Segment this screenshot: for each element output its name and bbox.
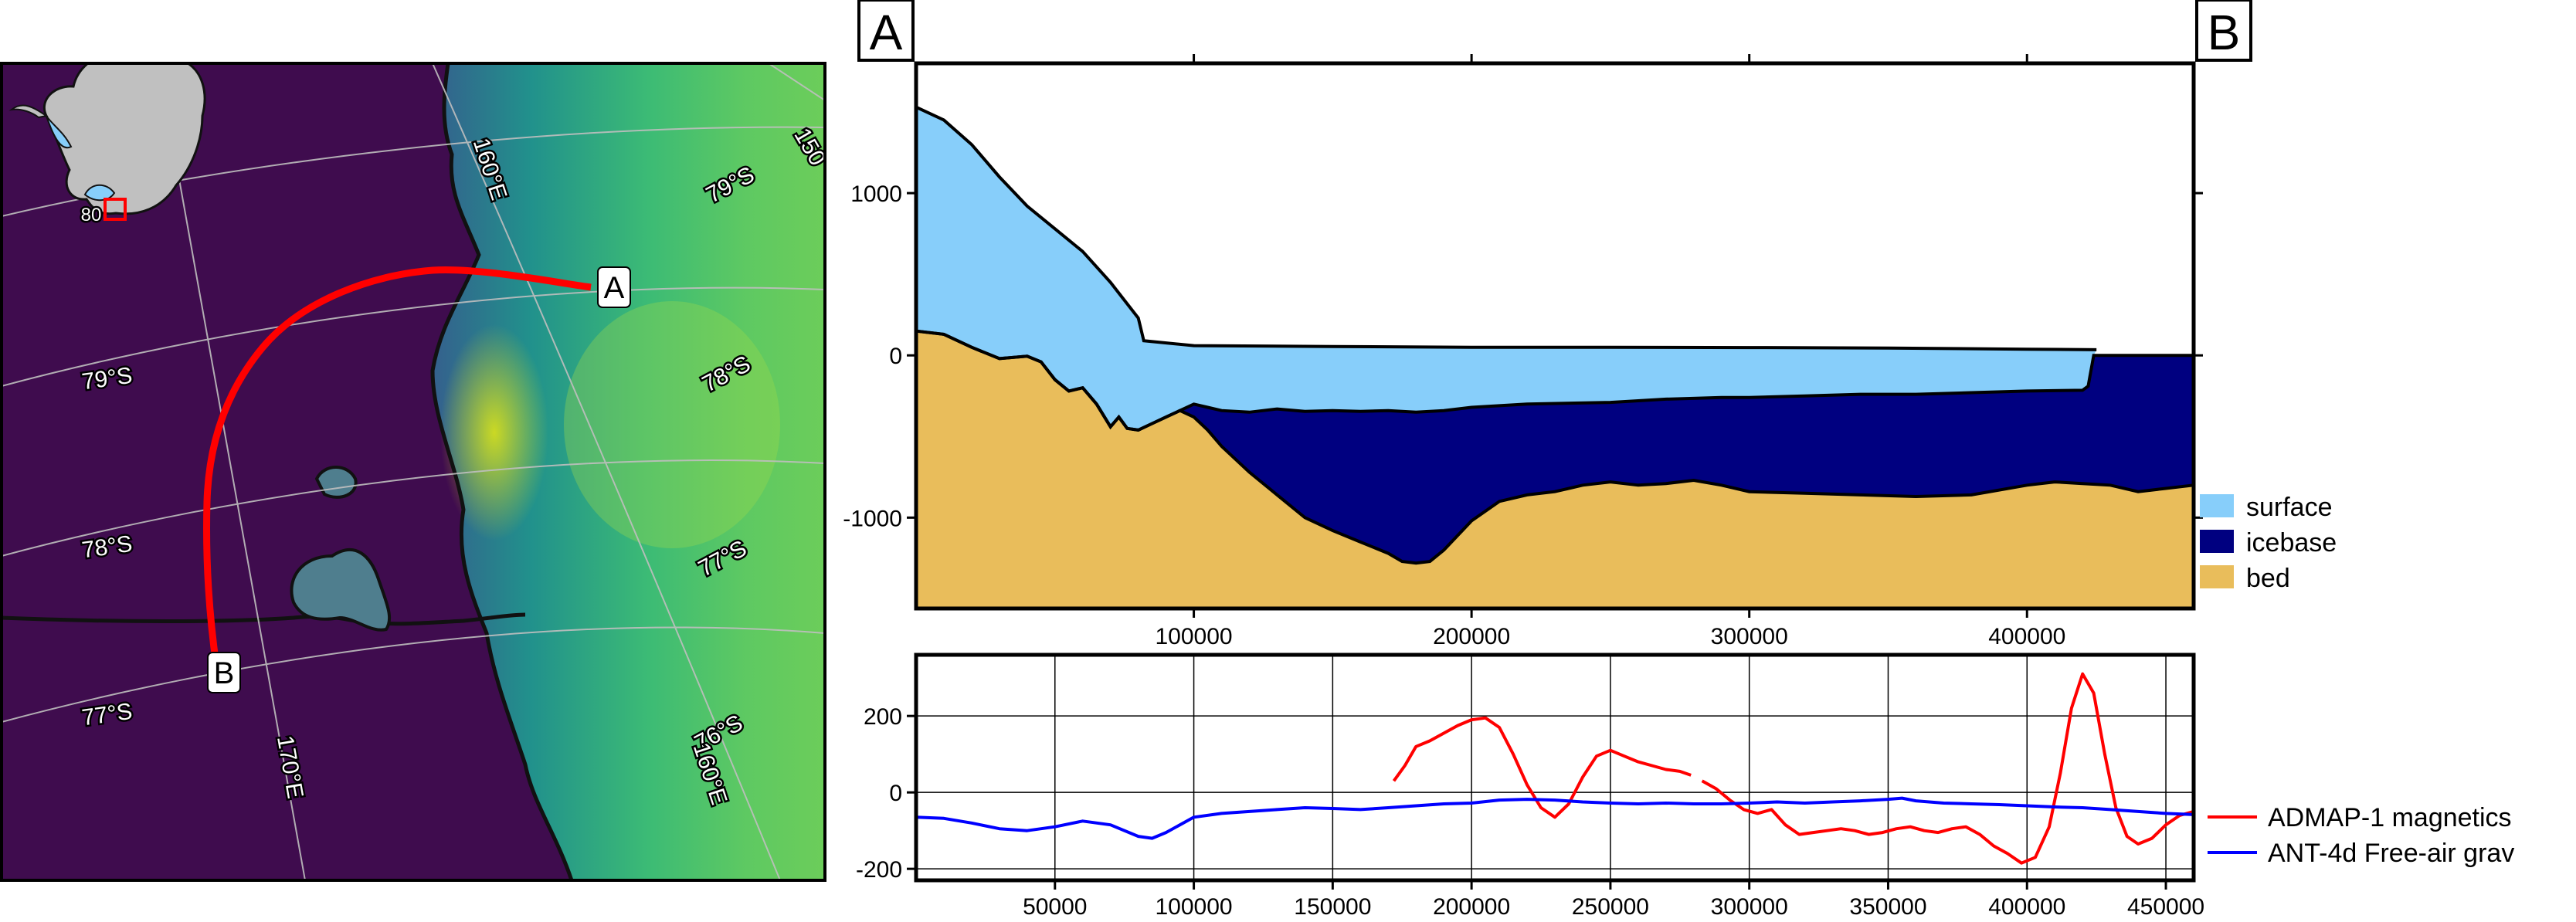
cross-section-layers (915, 105, 2194, 608)
cross-section-panel: 100000 200000 300000 400000 1000 0 -1000 A B s… (843, 0, 2337, 649)
x-tick-label: 400000 (1988, 624, 2065, 649)
cross-section-axes: 100000 200000 300000 400000 1000 0 -1000 (843, 54, 2203, 649)
point-b-label: B (214, 656, 235, 690)
coastline (430, 63, 574, 880)
cross-section-frame (914, 61, 2196, 611)
x-tick-label: 400000 (1988, 894, 2065, 920)
point-a-label: A (604, 271, 625, 305)
cross-section-legend: surface icebase bed (2200, 493, 2337, 593)
land-terrain (433, 63, 825, 880)
x-tick-label: 100000 (1156, 894, 1233, 920)
gravity-line (915, 796, 2194, 840)
icebase-layer (916, 330, 2194, 564)
y-tick-label: -1000 (843, 506, 902, 531)
geophysics-frame (914, 653, 2196, 883)
legend-label-magnetics: ADMAP-1 magnetics (2268, 803, 2512, 832)
surface-line (915, 105, 2097, 351)
legend-label-bed: bed (2246, 564, 2290, 593)
map-frame (0, 62, 826, 882)
latitude-line (2, 626, 825, 723)
longitude-line (158, 63, 306, 880)
island (290, 547, 392, 632)
legend-label-gravity: ANT-4d Free-air grav (2268, 839, 2514, 868)
magnetics-line (1701, 672, 2194, 865)
longitude-line (768, 63, 825, 101)
geophysics-lines (915, 672, 2194, 865)
graticule (2, 63, 825, 880)
point-b-marker: B (207, 652, 241, 693)
magnetics-line (1392, 716, 1692, 819)
legend-swatch-icebase (2200, 530, 2234, 553)
y-tick-label: 0 (889, 344, 902, 369)
x-tick-label: 350000 (1849, 894, 1926, 920)
x-tick-label: 300000 (1711, 894, 1788, 920)
geophysics-grid (916, 655, 2194, 880)
y-tick-label: -200 (856, 857, 902, 883)
legend-label-surface: surface (2246, 493, 2333, 522)
geophysics-legend: ADMAP-1 magnetics ANT-4d Free-air grav (2208, 803, 2514, 868)
island (314, 466, 358, 499)
bed-line (915, 329, 2194, 565)
y-tick-label: 0 (889, 781, 902, 806)
x-tick-label: 250000 (1572, 894, 1649, 920)
section-end-marker: B (2195, 0, 2252, 62)
surface-layer (916, 107, 2097, 430)
inset-grid-label: 80 (81, 205, 102, 225)
point-a-marker: A (597, 266, 631, 308)
longitude-line (432, 63, 781, 880)
x-tick-label: 200000 (1433, 894, 1510, 920)
legend-swatch-bed (2200, 565, 2234, 588)
x-tick-label: 200000 (1433, 624, 1510, 649)
highland-glow (440, 324, 548, 541)
y-tick-label: 1000 (850, 181, 902, 207)
x-tick-label: 450000 (2127, 894, 2204, 920)
legend-label-icebase: icebase (2246, 528, 2337, 558)
map-panel: A B 79°S 78°S 77°S 79°S 78°S 77°S 76°S 1… (2, 63, 825, 880)
latitude-line (2, 286, 825, 387)
geophysics-axes: 50000 100000 150000 200000 250000 300000 35000… (856, 704, 2204, 920)
inset-location-box (104, 198, 127, 221)
x-tick-label: 150000 (1294, 894, 1371, 920)
y-tick-label: 200 (864, 704, 902, 730)
highland-glow (564, 301, 780, 548)
peninsula (8, 104, 49, 119)
profile-route (203, 266, 592, 666)
geophysics-panel: 50000 100000 150000 200000 250000 300000 35000… (856, 653, 2514, 920)
x-tick-label: 300000 (1711, 624, 1788, 649)
section-end-label: B (2208, 5, 2241, 60)
ice-shelf-inset (83, 184, 116, 202)
bed-layer (916, 330, 2194, 608)
ice-shelf-inset (46, 115, 73, 149)
legend-swatch-surface (2200, 494, 2234, 517)
section-start-label: A (870, 5, 903, 60)
latitude-line (2, 459, 825, 557)
section-start-marker: A (857, 0, 915, 62)
x-tick-label: 50000 (1023, 894, 1087, 920)
x-tick-label: 100000 (1156, 624, 1233, 649)
antarctica-shape (43, 63, 206, 215)
overview-inset: 80 (8, 63, 206, 228)
